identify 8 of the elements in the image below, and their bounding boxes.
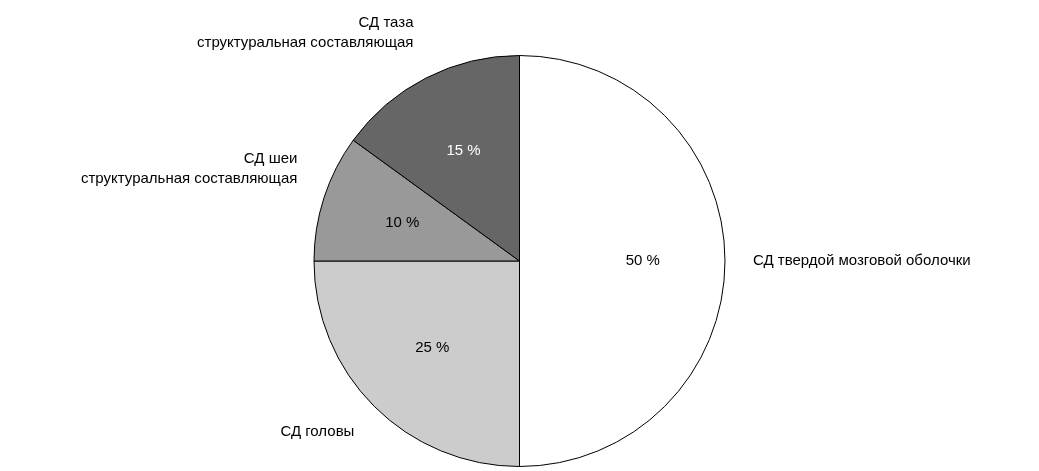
data-label: 15 %: [446, 141, 481, 159]
slice-label: СД твердой мозговой оболочки: [753, 251, 971, 269]
slice-label: СД шеи структуральная составляющая: [80, 148, 298, 186]
data-label: 10 %: [385, 213, 420, 231]
slice-label: СД таза структуральная составляющая: [197, 13, 415, 51]
data-label: 50 %: [625, 251, 660, 269]
slice-label: СД головы: [280, 422, 355, 440]
data-label: 25 %: [415, 338, 450, 356]
